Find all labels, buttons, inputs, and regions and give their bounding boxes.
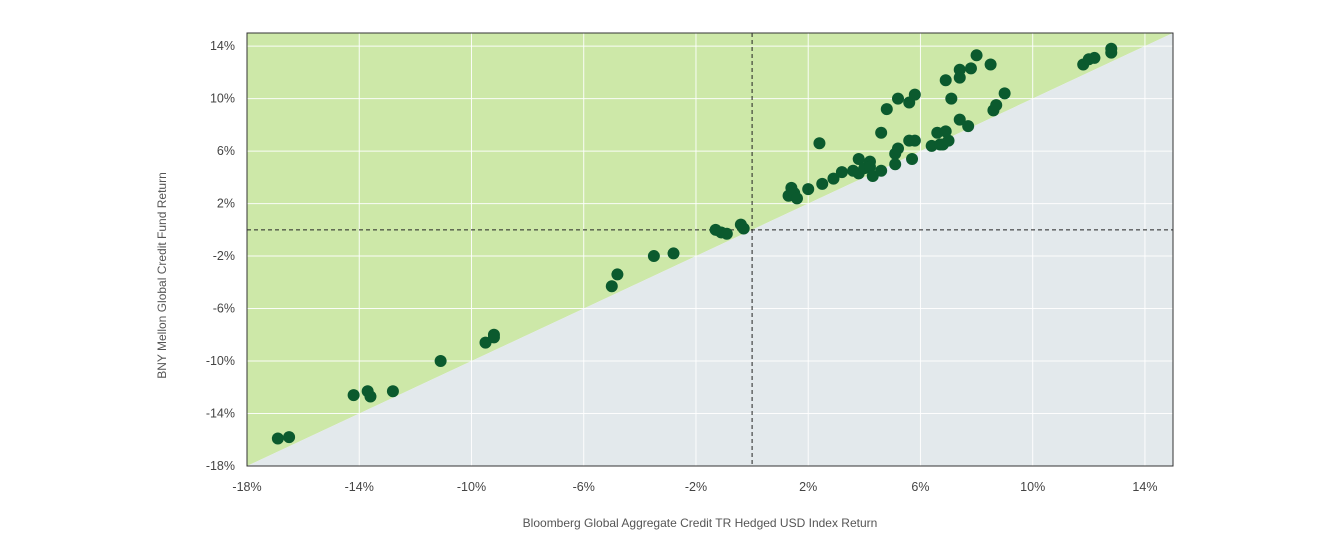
x-tick-label: 14%	[1132, 480, 1157, 494]
data-point	[863, 160, 876, 173]
data-point	[434, 355, 447, 368]
data-point	[880, 103, 893, 116]
data-point	[998, 87, 1011, 100]
data-point	[816, 177, 829, 190]
data-point	[984, 58, 997, 71]
data-points	[271, 42, 1118, 445]
data-point	[647, 250, 660, 263]
data-point	[875, 126, 888, 139]
y-tick-label: 10%	[210, 92, 235, 106]
data-point	[990, 99, 1003, 112]
y-tick-label: -18%	[206, 459, 235, 473]
x-axis-ticks: -18% -14% -10% -6% -2% 2% 6% 10% 14%	[232, 480, 1157, 494]
x-tick-label: -2%	[685, 480, 707, 494]
y-tick-label: -6%	[213, 302, 235, 316]
y-axis-ticks: -18% -14% -10% -6% -2% 2% 6% 10% 14%	[206, 39, 235, 473]
data-point	[605, 280, 618, 293]
data-point	[347, 389, 360, 402]
data-point	[908, 88, 921, 101]
y-tick-label: -2%	[213, 249, 235, 263]
grid-lines	[247, 33, 1173, 466]
data-point	[827, 172, 840, 185]
data-point	[271, 432, 284, 445]
data-point	[939, 74, 952, 87]
data-point	[939, 125, 952, 138]
diagonal-regions	[247, 33, 1173, 466]
plot-frame	[246, 32, 1174, 467]
x-tick-label: 2%	[799, 480, 817, 494]
data-point	[945, 92, 958, 105]
data-point	[737, 222, 750, 235]
data-point	[889, 158, 902, 171]
data-point	[720, 227, 733, 240]
y-tick-label: 6%	[217, 144, 235, 158]
data-point	[364, 390, 377, 403]
data-point	[970, 49, 983, 62]
data-point	[283, 431, 296, 444]
y-axis-title: BNY Mellon Global Credit Fund Return	[155, 172, 169, 379]
data-point	[906, 152, 919, 165]
data-point	[892, 142, 905, 155]
data-point	[953, 63, 966, 76]
data-point	[953, 113, 966, 126]
y-tick-label: 14%	[210, 39, 235, 53]
x-axis-title: Bloomberg Global Aggregate Credit TR Hed…	[523, 516, 878, 530]
data-point	[1105, 42, 1118, 55]
data-point	[487, 331, 500, 344]
data-point	[813, 137, 826, 150]
data-point	[790, 192, 803, 205]
x-tick-label: 10%	[1020, 480, 1045, 494]
data-point	[892, 92, 905, 105]
data-point	[908, 134, 921, 147]
data-point	[964, 62, 977, 75]
data-point	[852, 152, 865, 165]
x-tick-label: -6%	[573, 480, 595, 494]
data-point	[962, 120, 975, 133]
y-tick-label: 2%	[217, 197, 235, 211]
y-tick-label: -10%	[206, 354, 235, 368]
data-point	[835, 166, 848, 179]
x-tick-label: -10%	[457, 480, 486, 494]
y-tick-label: -14%	[206, 407, 235, 421]
x-tick-label: 6%	[911, 480, 929, 494]
x-tick-label: -14%	[345, 480, 374, 494]
data-point	[942, 134, 955, 147]
data-point	[386, 385, 399, 398]
data-point	[1088, 51, 1101, 64]
data-point	[802, 183, 815, 196]
data-point	[875, 164, 888, 177]
data-point	[611, 268, 624, 281]
x-tick-label: -18%	[232, 480, 261, 494]
data-point	[667, 247, 680, 260]
